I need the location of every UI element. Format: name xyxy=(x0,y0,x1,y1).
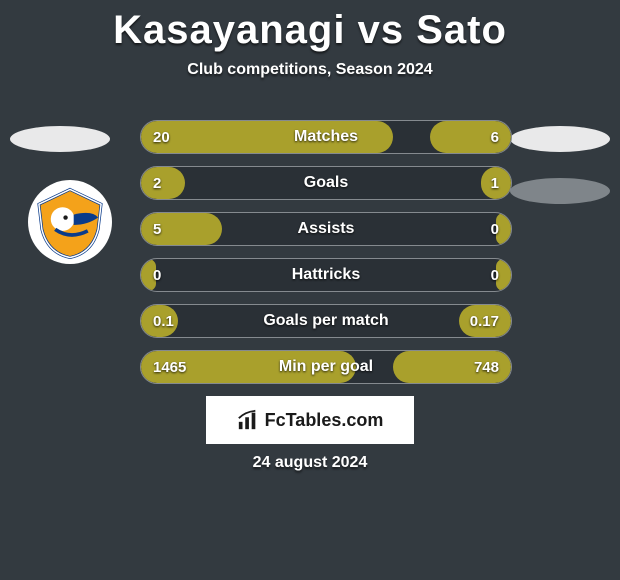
player2-name: Sato xyxy=(416,8,507,52)
player1-avatar-placeholder xyxy=(10,126,110,152)
stat-row: 0.10.17Goals per match xyxy=(140,304,512,338)
page-title: Kasayanagi vs Sato xyxy=(0,0,620,53)
stat-row: 1465748Min per goal xyxy=(140,350,512,384)
vs-label: vs xyxy=(358,8,405,52)
stat-fill-left xyxy=(141,305,178,337)
stat-fill-right xyxy=(393,351,511,383)
site-name: FcTables.com xyxy=(265,410,384,431)
stat-label: Goals per match xyxy=(141,305,511,337)
stat-fill-left xyxy=(141,259,156,291)
stat-fill-right xyxy=(430,121,511,153)
player2-club-placeholder xyxy=(510,178,610,204)
player1-club-badge xyxy=(28,180,112,264)
stat-fill-right xyxy=(459,305,511,337)
player1-name: Kasayanagi xyxy=(113,8,345,52)
stat-label: Goals xyxy=(141,167,511,199)
stats-rows: 206Matches 21Goals 50Assists 00Hattricks 0.1… xyxy=(140,120,512,396)
stat-fill-left xyxy=(141,213,222,245)
stat-label: Hattricks xyxy=(141,259,511,291)
stat-fill-left xyxy=(141,167,185,199)
stat-fill-left xyxy=(141,351,356,383)
bar-chart-icon xyxy=(237,409,259,431)
stat-row: 50Assists xyxy=(140,212,512,246)
stat-row: 00Hattricks xyxy=(140,258,512,292)
stat-fill-right xyxy=(496,259,511,291)
stat-fill-right xyxy=(496,213,511,245)
date-label: 24 august 2024 xyxy=(0,454,620,472)
site-badge[interactable]: FcTables.com xyxy=(206,396,414,444)
stat-fill-left xyxy=(141,121,393,153)
stat-row: 21Goals xyxy=(140,166,512,200)
player2-avatar-placeholder xyxy=(510,126,610,152)
club-crest-icon xyxy=(33,185,107,259)
stat-fill-right xyxy=(481,167,511,199)
stat-row: 206Matches xyxy=(140,120,512,154)
subtitle: Club competitions, Season 2024 xyxy=(0,61,620,79)
